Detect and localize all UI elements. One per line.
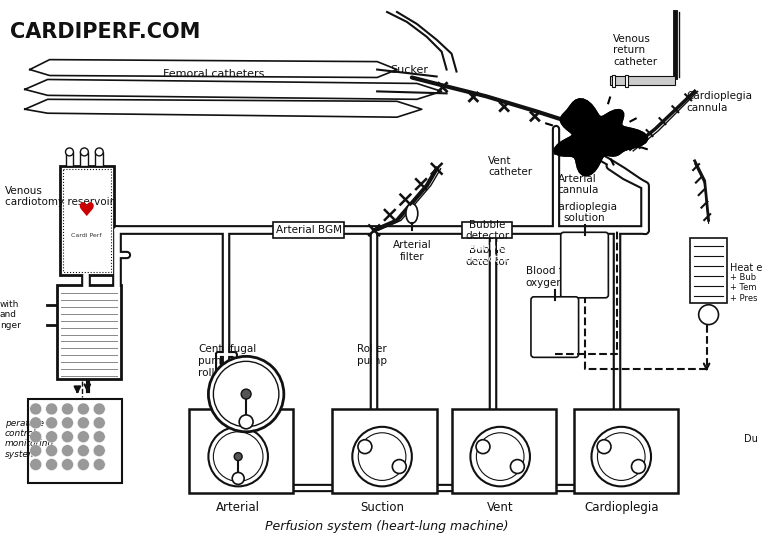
Circle shape	[392, 459, 406, 474]
Text: Bubble
detector: Bubble detector	[465, 242, 509, 264]
Circle shape	[30, 417, 41, 429]
Circle shape	[93, 431, 105, 443]
Text: Centrifugal
pump (or
roller pump): Centrifugal pump (or roller pump)	[198, 344, 263, 378]
Text: Cardi Perf: Cardi Perf	[71, 233, 101, 238]
Circle shape	[598, 440, 611, 453]
Bar	[574, 409, 678, 493]
Circle shape	[232, 473, 244, 485]
Circle shape	[61, 445, 74, 457]
Text: + Bub
+ Tem
+ Pres: + Bub + Tem + Pres	[730, 273, 758, 303]
Circle shape	[208, 427, 268, 486]
Circle shape	[95, 148, 103, 156]
Bar	[60, 166, 114, 275]
Circle shape	[45, 417, 58, 429]
Circle shape	[30, 403, 41, 415]
Text: Vent
catheter: Vent catheter	[488, 156, 532, 178]
Circle shape	[30, 458, 41, 470]
Circle shape	[93, 417, 105, 429]
Bar	[57, 285, 121, 379]
Circle shape	[699, 305, 719, 325]
Text: Perfusion system (heart-lung machine): Perfusion system (heart-lung machine)	[265, 520, 508, 533]
Text: Bubble
detector: Bubble detector	[465, 245, 509, 267]
Circle shape	[591, 427, 651, 486]
Text: Arterial
filter: Arterial filter	[392, 240, 432, 262]
Circle shape	[65, 148, 74, 156]
Bar	[62, 169, 111, 272]
Text: Venous
cardiotomy reservoir: Venous cardiotomy reservoir	[5, 186, 114, 207]
Circle shape	[45, 445, 58, 457]
Text: Cardioplegia
solution: Cardioplegia solution	[551, 202, 617, 223]
Circle shape	[61, 417, 74, 429]
Text: Heat e: Heat e	[730, 263, 763, 273]
Text: Venous
return
catheter: Venous return catheter	[614, 34, 657, 67]
Bar	[612, 75, 615, 87]
Circle shape	[61, 403, 74, 415]
Text: Suction: Suction	[360, 501, 404, 514]
Bar	[690, 238, 727, 303]
Circle shape	[93, 458, 105, 470]
Circle shape	[30, 445, 41, 457]
Text: CARDIPERF.COM: CARDIPERF.COM	[10, 22, 200, 42]
Polygon shape	[554, 99, 647, 176]
Circle shape	[45, 403, 58, 415]
Text: Cardioplegia
cannula: Cardioplegia cannula	[687, 92, 753, 113]
Polygon shape	[25, 80, 442, 99]
Circle shape	[471, 427, 530, 486]
Text: Roller
pump: Roller pump	[357, 344, 387, 366]
Bar	[189, 409, 293, 493]
Polygon shape	[25, 99, 422, 117]
FancyBboxPatch shape	[531, 297, 578, 358]
Text: with
and
nger: with and nger	[0, 300, 21, 330]
Bar	[611, 76, 675, 86]
Circle shape	[631, 459, 645, 474]
FancyBboxPatch shape	[561, 232, 608, 298]
Text: Sucker: Sucker	[390, 64, 428, 75]
Circle shape	[81, 148, 88, 156]
Circle shape	[45, 458, 58, 470]
Text: ♥: ♥	[78, 201, 95, 220]
Text: Arterial: Arterial	[216, 501, 260, 514]
Ellipse shape	[406, 203, 418, 223]
Circle shape	[239, 415, 253, 429]
Bar	[28, 399, 122, 483]
Circle shape	[45, 431, 58, 443]
Circle shape	[61, 458, 74, 470]
Bar	[462, 222, 512, 238]
Bar	[625, 75, 628, 87]
Text: Arterial BGM: Arterial BGM	[276, 225, 342, 235]
Text: Du: Du	[744, 434, 758, 444]
Circle shape	[241, 389, 251, 399]
Circle shape	[30, 431, 41, 443]
Circle shape	[234, 453, 242, 461]
Circle shape	[358, 440, 372, 453]
Text: Bubble
detector: Bubble detector	[465, 220, 509, 241]
Bar	[95, 152, 103, 166]
Text: Arterial
cannula: Arterial cannula	[558, 174, 599, 195]
Text: perature
control
monitoring
system: perature control monitoring system	[5, 419, 55, 459]
Circle shape	[78, 431, 89, 443]
Circle shape	[93, 403, 105, 415]
Text: Blood from
oxygenator: Blood from oxygenator	[525, 267, 584, 288]
Text: Vent: Vent	[487, 501, 514, 514]
Circle shape	[476, 440, 490, 453]
Circle shape	[93, 445, 105, 457]
Circle shape	[78, 403, 89, 415]
Circle shape	[78, 445, 89, 457]
Bar	[65, 152, 74, 166]
Circle shape	[511, 459, 525, 474]
Bar	[452, 409, 556, 493]
Circle shape	[78, 458, 89, 470]
Bar	[333, 409, 437, 493]
Circle shape	[78, 417, 89, 429]
Text: Femoral catheters: Femoral catheters	[163, 69, 264, 78]
Text: Cardioplegia: Cardioplegia	[584, 501, 658, 514]
Polygon shape	[30, 59, 397, 77]
Circle shape	[61, 431, 74, 443]
Bar	[81, 152, 88, 166]
Bar	[273, 222, 344, 238]
Circle shape	[353, 427, 412, 486]
Circle shape	[208, 356, 284, 432]
